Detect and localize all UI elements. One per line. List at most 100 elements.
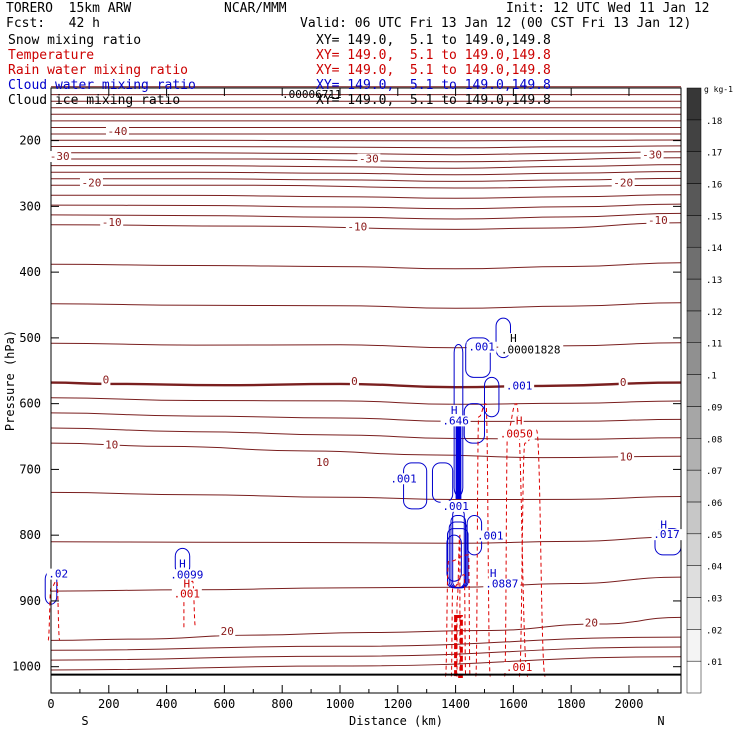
contour-label-bg [497,428,535,440]
colorbar-cell [686,406,702,439]
isotherm-line [51,177,682,182]
isotherm-line [50,491,682,501]
contour-label: 0 [620,376,627,389]
cloud-water-contour [446,534,462,582]
cloud-water-contour [403,462,428,510]
colorbar-cell [686,183,702,216]
colorbar-tick-label: .08 [706,435,722,445]
contour-label-bg [219,625,236,637]
contour-label: -20 [613,176,633,189]
contour-label: 0 [351,375,358,388]
valid-time: Valid: 06 UTC Fri 13 Jan 12 (00 CST Fri … [300,16,692,31]
cloud-water-contour [431,462,454,503]
isotherm-line [50,212,682,220]
contour-label-bg [466,341,497,353]
contour-label-bg [171,588,202,600]
contour-label: H [516,414,523,427]
contour-label: .0050 [500,428,533,441]
colorbar-cell [686,374,702,407]
x-tick-label: 1000 [326,697,355,711]
contour-label: .001 [468,341,495,354]
x-tick-label: 200 [98,697,120,711]
contour-label: .001 [174,587,201,600]
contour-label: .0887 [485,577,518,590]
contour-label: .001 [506,661,533,674]
x-tick-label: 600 [214,697,236,711]
contour-label: -30 [642,149,662,162]
isotherm-line [50,222,682,230]
contour-label-bg [659,519,669,531]
contour-label: .001 [506,380,533,393]
isotherm-line [51,151,682,156]
contour-label-bg [504,380,535,392]
isotherm-line [50,656,682,671]
isotherm-line [50,194,682,199]
colorbar-tick-label: .13 [706,276,722,286]
colorbar-tick-label: .14 [706,244,722,254]
y-tick-label: 200 [19,134,41,148]
rain-water-contours [47,403,546,679]
y-axis-label: Pressure (hPa) [3,330,17,431]
field-temperature: Temperature [8,48,95,63]
contour-label: .001 [477,529,504,542]
contour-label-bg [618,377,628,389]
x-axis-label: Distance (km) [349,714,443,728]
colorbar-cell [686,215,702,248]
contour-label-bg [475,530,506,542]
contour-labels: -40 -30 -30 -30 -20 -20 -10 -10 -10 0 0 0 10 10 10 20 20… [46,125,682,674]
colorbar-tick-label: .07 [706,467,722,477]
colorbar-tick-label: .11 [706,340,722,350]
contour-label-bg [79,177,103,189]
isotherm-line [50,427,682,440]
isotherm-line [51,164,682,169]
colorbar-tick-label: .03 [706,594,722,604]
top-max-label: .00006711 [282,88,342,101]
colorbar: .01 .02 .03 .04 .05 .06 .07 .08 .09 .1 .11 .12 .13 .1… [686,85,733,694]
colorbar-cell [686,342,702,375]
y-tick-label: 500 [19,331,41,345]
contour-label: 0 [103,374,110,387]
colorbar-tick-label: .04 [706,563,722,573]
colorbar-cell [686,469,702,503]
colorbar-tick-label: .02 [706,626,722,636]
colorbar-cell [686,310,702,343]
contour-label-bg [640,149,664,161]
contour-label-bg [100,216,124,228]
colorbar-tick-label: .09 [706,403,722,413]
colorbar-cell [686,87,702,121]
isotherm-line [50,442,682,459]
contour-label: -40 [108,125,128,138]
x-tick-label: 400 [156,697,178,711]
cloud-water-contour [446,528,469,589]
y-tick-label: 800 [19,528,41,542]
contour-label-bg [48,151,72,163]
y-tick-label: 400 [19,265,41,279]
contour-label: .00001828 [501,343,561,356]
x-tick-label: 2000 [615,697,644,711]
rain-contour [456,534,461,677]
contour-label-bg [611,177,635,189]
colorbar-cell [686,119,702,152]
contour-label: 10 [105,439,118,452]
south-label: S [81,714,88,728]
contour-label-bg [651,529,682,541]
contour-label-bg [345,221,369,233]
axis-ticks: 0 200 400 600 800 1000 1200 1400 1600 1800 2000200… [3,88,681,728]
rain-core [454,615,463,679]
init-time: Init: 12 UTC Wed 11 Jan 12 [506,1,710,16]
isotherm-line [50,412,682,422]
y-tick-label: 600 [19,397,41,411]
plot-border [50,87,682,694]
contour-label: .646 [442,414,469,427]
contour-label: .0099 [170,568,203,581]
isotherm-line [50,536,682,544]
contour-label-bg [177,558,187,570]
rain-contour [47,580,61,641]
forecast-hour: Fcst: 42 h [6,16,100,31]
contour-label: -30 [359,153,379,166]
x-tick-label: 800 [271,697,293,711]
x-tick-label: 1400 [441,697,470,711]
contour-label-bg [349,375,359,387]
colorbar-tick-label: .01 [706,658,722,668]
isotherm-line [50,646,682,661]
